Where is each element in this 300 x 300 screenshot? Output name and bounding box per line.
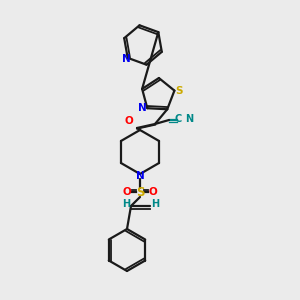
Text: N: N (122, 54, 131, 64)
Text: N: N (185, 114, 193, 124)
Text: N: N (138, 103, 147, 113)
Text: S: S (136, 185, 144, 199)
Text: O: O (123, 187, 131, 197)
Text: O: O (124, 116, 134, 126)
Text: H: H (151, 199, 159, 209)
Text: H: H (122, 199, 130, 209)
Text: S: S (176, 85, 183, 96)
Text: O: O (148, 187, 158, 197)
Text: N: N (136, 171, 144, 181)
Text: C: C (174, 114, 182, 124)
